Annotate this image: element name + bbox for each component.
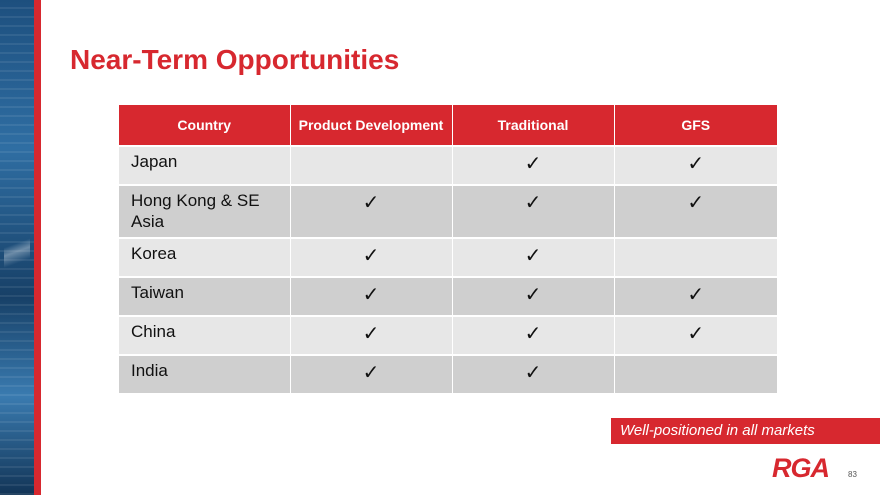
header-traditional: Traditional [452, 105, 615, 146]
table-row: Japan ✓ ✓ [119, 145, 777, 185]
header-product-development: Product Development [290, 105, 453, 146]
check-icon: ✓ [614, 315, 777, 355]
header-country: Country [119, 105, 291, 146]
check-icon: ✓ [290, 184, 453, 238]
table-row: Hong Kong & SE Asia ✓ ✓ ✓ [119, 184, 777, 238]
table-row: India ✓ ✓ [119, 354, 777, 393]
check-icon [614, 237, 777, 277]
check-icon: ✓ [452, 315, 615, 355]
check-icon: ✓ [290, 276, 453, 316]
check-icon: ✓ [290, 354, 453, 393]
rga-logo: RGA [772, 453, 830, 483]
page-number: 83 [848, 470, 857, 479]
callout-banner: Well-positioned in all markets [611, 418, 880, 444]
country-cell: Hong Kong & SE Asia [119, 184, 291, 238]
country-cell: Taiwan [119, 276, 291, 316]
check-icon [290, 145, 453, 185]
side-decorative-image [0, 0, 34, 495]
check-icon: ✓ [452, 145, 615, 185]
table-row: Korea ✓ ✓ [119, 237, 777, 277]
header-gfs: GFS [614, 105, 777, 146]
check-icon: ✓ [614, 145, 777, 185]
opportunities-table: Country Product Development Traditional … [119, 105, 777, 393]
check-icon: ✓ [614, 184, 777, 238]
check-icon: ✓ [290, 315, 453, 355]
check-icon: ✓ [452, 354, 615, 393]
check-icon: ✓ [614, 276, 777, 316]
side-accent-strip [34, 0, 41, 495]
country-cell: China [119, 315, 291, 355]
check-icon: ✓ [452, 237, 615, 277]
check-icon: ✓ [290, 237, 453, 277]
table-row: Taiwan ✓ ✓ ✓ [119, 276, 777, 316]
check-icon: ✓ [452, 184, 615, 238]
country-cell: Japan [119, 145, 291, 185]
country-cell: India [119, 354, 291, 393]
check-icon [614, 354, 777, 393]
check-icon: ✓ [452, 276, 615, 316]
country-cell: Korea [119, 237, 291, 277]
slide-title: Near-Term Opportunities [70, 44, 400, 75]
table-row: China ✓ ✓ ✓ [119, 315, 777, 355]
table-header-row: Country Product Development Traditional … [119, 105, 777, 146]
